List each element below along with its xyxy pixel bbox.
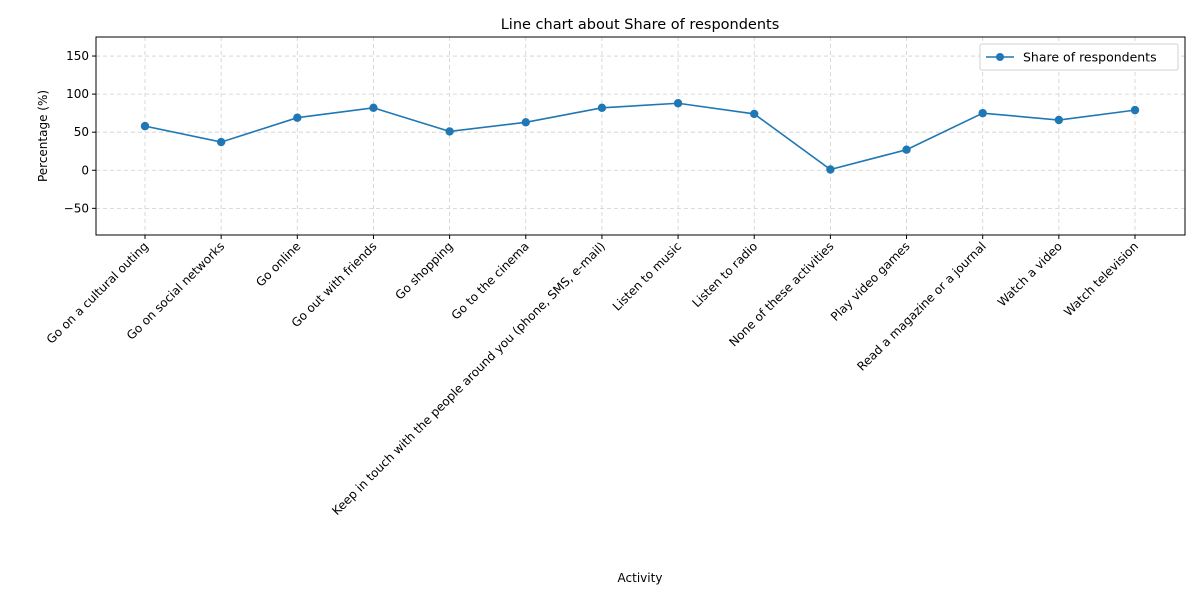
x-tick-label: Go to the cinema (449, 239, 532, 322)
y-tick-label: 0 (81, 163, 89, 177)
y-tick-label: 100 (66, 87, 89, 101)
x-tick-label: Watch a video (995, 239, 1065, 309)
data-point (216, 137, 226, 147)
chart-title: Line chart about Share of respondents (501, 17, 780, 33)
data-point (978, 108, 987, 118)
y-tick-label: 150 (66, 49, 89, 63)
data-point (673, 99, 683, 108)
data-point (521, 118, 530, 127)
grid (96, 37, 1185, 235)
data-point (445, 127, 454, 136)
data-point (750, 109, 759, 119)
legend-box (979, 43, 1179, 71)
x-tick-label: Read a magazine or a journal (854, 239, 988, 373)
data-point (140, 121, 150, 131)
x-tick-label: Play video games (828, 239, 913, 324)
x-tick-label: Watch television (1061, 239, 1141, 319)
legend-entry-label: Share of respondents (1023, 50, 1157, 65)
legend: Share of respondents (979, 43, 1179, 71)
data-point (826, 165, 835, 174)
y-tick-label: 50 (74, 125, 89, 139)
plot-area-frame (95, 36, 1186, 236)
x-tick-label: Go out with friends (289, 239, 380, 330)
x-tick-label: Listen to radio (689, 239, 760, 310)
x-tick-label: Listen to music (610, 239, 684, 313)
series-layer (140, 99, 1140, 174)
data-point (902, 145, 911, 154)
x-axis-label: Activity (618, 571, 663, 585)
y-axis-label: Percentage (%) (36, 90, 50, 182)
data-point (1054, 115, 1064, 125)
series-line (144, 102, 1136, 171)
data-point (1130, 105, 1140, 115)
x-tick-label: Go shopping (392, 239, 455, 302)
data-point (293, 113, 302, 122)
x-tick-label: Go online (253, 239, 303, 289)
data-point (369, 103, 378, 113)
legend-marker (996, 53, 1004, 61)
y-tick-label: −50 (64, 201, 89, 215)
y-axis: −50 0 50 100 150 (64, 49, 96, 215)
x-tick-label: Keep in touch with the people around you… (329, 239, 608, 518)
data-point (597, 103, 607, 113)
